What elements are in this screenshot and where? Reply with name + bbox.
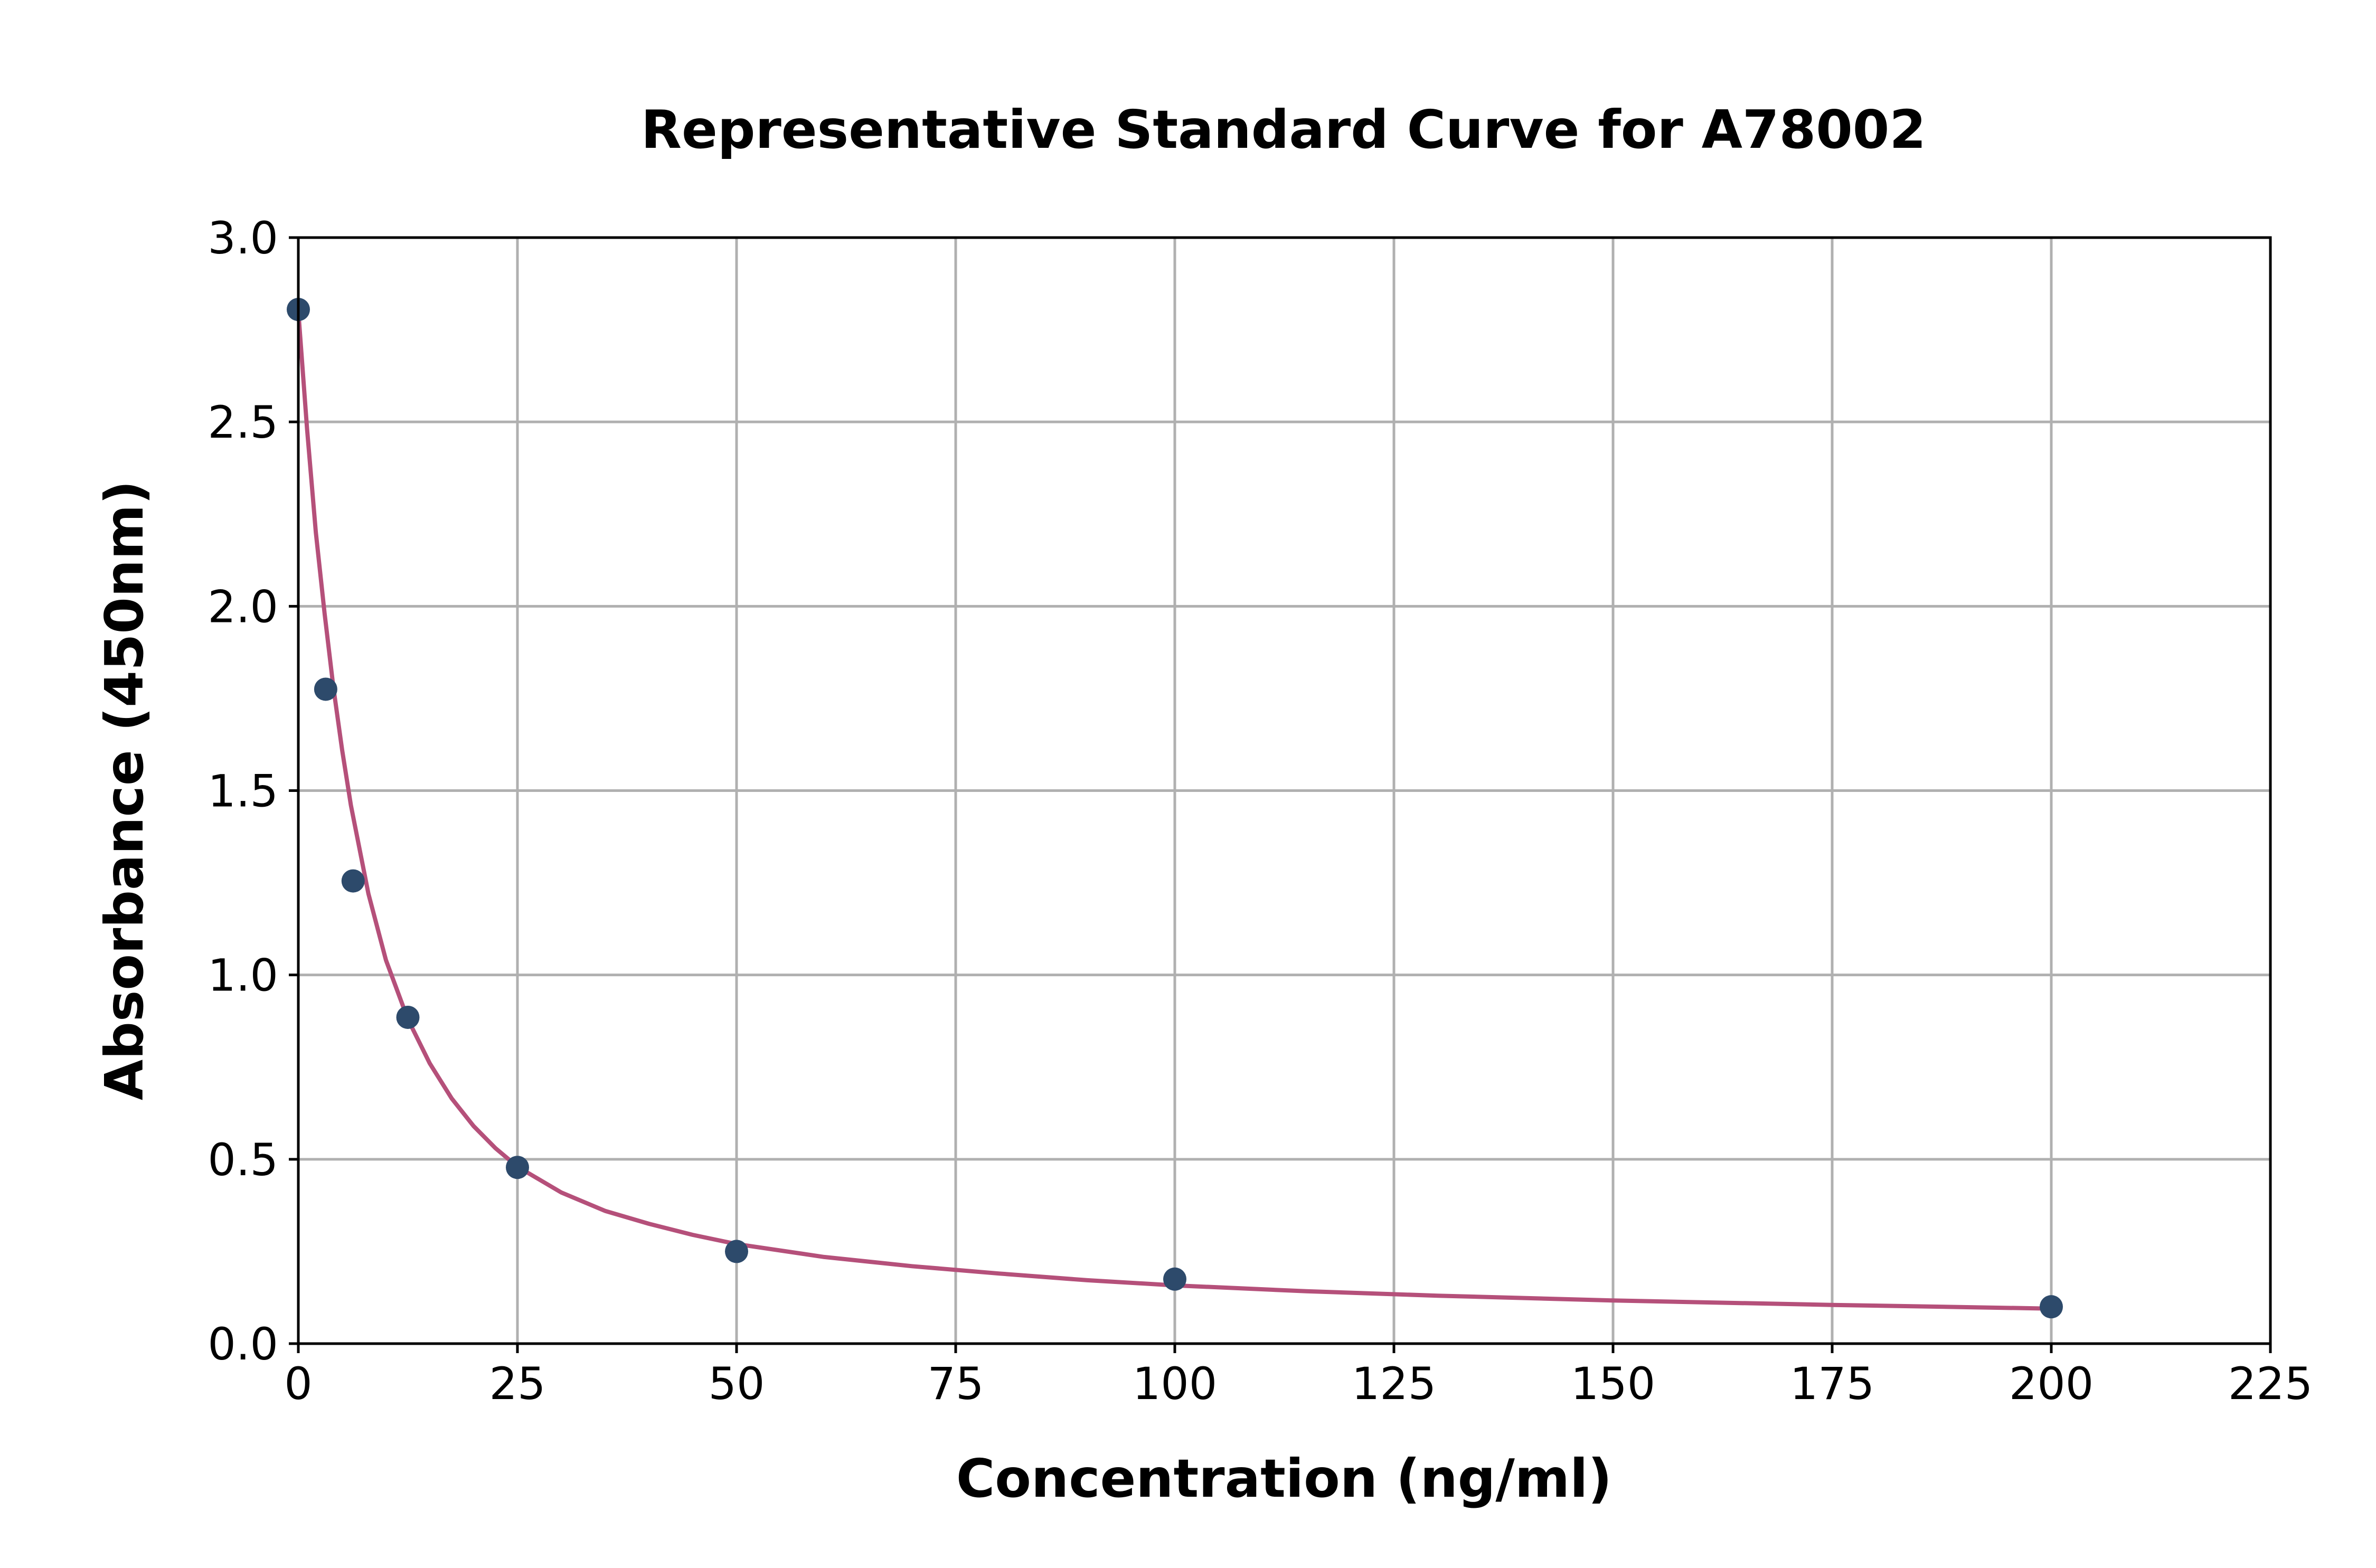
- x-tick-label: 25: [489, 1358, 546, 1410]
- data-point: [2040, 1295, 2063, 1319]
- data-point: [314, 677, 337, 701]
- chart-title: Representative Standard Curve for A78002: [641, 99, 1926, 160]
- y-tick-label: 1.5: [208, 766, 278, 817]
- data-point: [1163, 1267, 1186, 1291]
- axis-ticks: 0 25 50 75 100 125 150 175 200 225 0.0 0.5 1.0 1.5 2.0…: [208, 212, 2313, 1410]
- x-tick-label: 0: [284, 1358, 312, 1410]
- data-series: [287, 298, 2063, 1319]
- y-tick-label: 2.5: [208, 396, 278, 448]
- x-tick-label: 100: [1133, 1358, 1217, 1410]
- data-point: [725, 1240, 748, 1263]
- x-tick-label: 200: [2009, 1358, 2094, 1410]
- y-tick-label: 1.0: [208, 950, 278, 1002]
- x-tick-label: 150: [1571, 1358, 1655, 1410]
- x-tick-label: 75: [928, 1358, 984, 1410]
- x-tick-label: 225: [2228, 1358, 2313, 1410]
- y-axis-label: Absorbance (450nm): [93, 480, 155, 1100]
- data-point: [341, 869, 365, 893]
- fit-curve-line: [296, 309, 2053, 1311]
- x-axis-label: Concentration (ng/ml): [956, 1448, 1612, 1509]
- y-tick-label: 0.0: [208, 1318, 278, 1370]
- y-tick-label: 0.5: [208, 1134, 278, 1186]
- x-tick-label: 125: [1352, 1358, 1436, 1410]
- x-tick-label: 175: [1790, 1358, 1874, 1410]
- data-point: [396, 1005, 420, 1029]
- y-tick-label: 3.0: [208, 212, 278, 264]
- data-point: [506, 1156, 529, 1179]
- x-tick-label: 50: [709, 1358, 765, 1410]
- y-tick-label: 2.0: [208, 581, 278, 632]
